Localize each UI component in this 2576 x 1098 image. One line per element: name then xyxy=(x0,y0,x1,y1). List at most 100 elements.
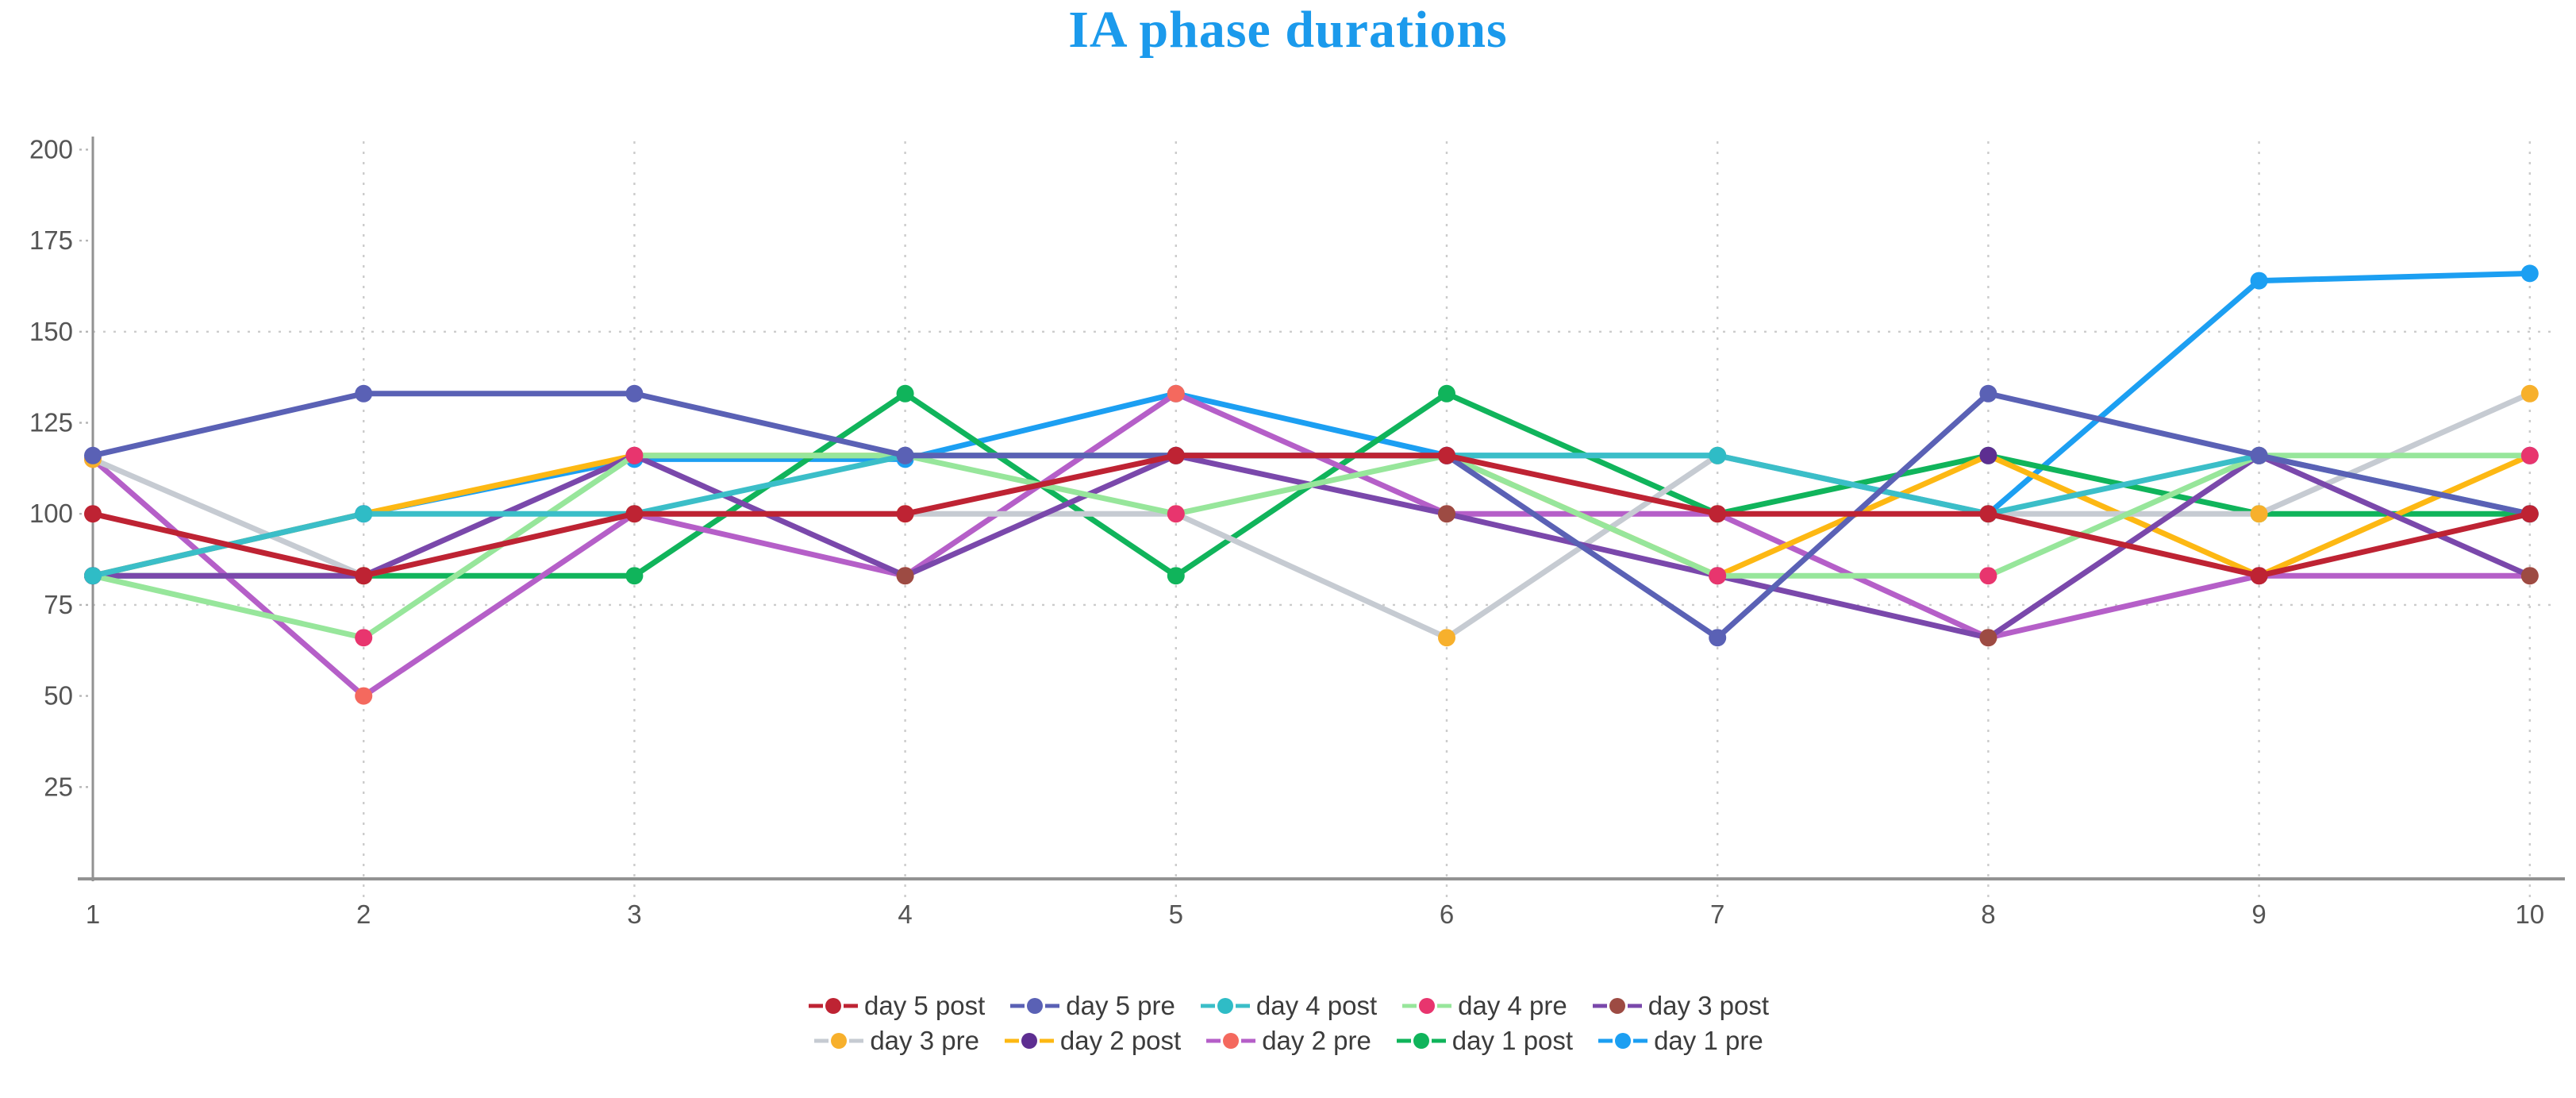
legend-label: day 3 pre xyxy=(870,1026,979,1055)
data-point-day-4-post xyxy=(84,567,102,585)
y-tick-label: 175 xyxy=(29,225,73,255)
data-point-day-5-pre xyxy=(355,384,373,403)
x-tick-label: 6 xyxy=(1440,900,1454,929)
data-point-day-3-post xyxy=(2520,567,2539,585)
legend-marker-icon xyxy=(808,998,858,1014)
y-tick-label: 200 xyxy=(29,134,73,164)
data-point-day-1-post xyxy=(1167,567,1185,585)
chart-title: IA phase durations xyxy=(1068,1,1508,59)
data-point-day-3-post xyxy=(1438,505,1455,523)
legend-label: day 5 pre xyxy=(1066,991,1175,1020)
legend-label: day 2 pre xyxy=(1262,1026,1371,1055)
legend-marker-icon xyxy=(1598,1033,1648,1049)
x-tick-label: 5 xyxy=(1169,900,1183,929)
legend-label: day 3 post xyxy=(1647,991,1770,1020)
data-point-day-5-pre xyxy=(2250,446,2268,464)
data-point-day-5-pre xyxy=(625,384,644,403)
data-point-day-4-pre xyxy=(1167,505,1185,523)
legend-label: day 4 post xyxy=(1255,991,1378,1020)
data-point-day-4-post xyxy=(1709,446,1727,464)
legend-label: day 1 post xyxy=(1451,1026,1574,1055)
legend-row: day 3 pre day 2 post day 2 pre day 1 post da… xyxy=(613,1026,1963,1056)
legend-marker-icon xyxy=(1004,1033,1054,1049)
data-point-day-4-pre xyxy=(355,629,373,647)
data-point-day-1-post xyxy=(896,384,914,403)
data-point-day-1-pre xyxy=(2250,272,2268,290)
data-point-day-4-pre xyxy=(1709,567,1727,585)
y-tick-label: 100 xyxy=(29,499,73,528)
data-point-day-3-pre xyxy=(2250,505,2268,523)
data-point-day-1-post xyxy=(625,567,644,585)
x-tick-label: 2 xyxy=(356,900,371,929)
y-tick-label: 25 xyxy=(44,772,73,801)
x-tick-label: 4 xyxy=(898,900,912,929)
data-point-day-5-pre xyxy=(1979,384,1997,403)
x-tick-label: 10 xyxy=(2515,900,2544,929)
legend-marker-icon xyxy=(1206,1033,1256,1049)
data-point-day-5-post xyxy=(625,505,644,523)
data-point-day-5-post xyxy=(355,567,373,585)
legend-marker-icon xyxy=(1200,998,1250,1014)
data-point-day-3-pre xyxy=(2520,384,2539,403)
data-point-day-3-post xyxy=(896,567,914,585)
data-point-day-1-post xyxy=(1438,384,1455,403)
x-tick-label: 7 xyxy=(1710,900,1724,929)
legend-item-day-5-pre[interactable]: day 5 pre xyxy=(999,991,1185,1021)
legend-marker-icon xyxy=(1402,998,1452,1014)
data-point-day-5-post xyxy=(84,505,102,523)
y-tick-label: 125 xyxy=(29,408,73,437)
series-line-day-4-pre xyxy=(90,453,2533,641)
legend-marker-icon xyxy=(1396,1033,1446,1049)
data-point-day-2-pre xyxy=(355,687,373,705)
series-line-day-5-post xyxy=(90,453,2533,579)
series-line-day-1-pre xyxy=(90,270,2533,579)
legend-label: day 1 pre xyxy=(1654,1026,1763,1055)
legend-item-day-2-post[interactable]: day 2 post xyxy=(994,1026,1190,1056)
x-tick-label: 1 xyxy=(86,900,100,929)
data-point-day-5-post xyxy=(2520,505,2539,523)
data-point-day-5-pre xyxy=(896,446,914,464)
legend-label: day 2 post xyxy=(1059,1026,1182,1055)
data-point-day-4-pre xyxy=(2520,446,2539,464)
data-point-day-5-post xyxy=(1167,446,1185,464)
data-point-day-3-post xyxy=(1979,629,1997,647)
legend-item-day-3-post[interactable]: day 3 post xyxy=(1582,991,1778,1021)
data-point-day-2-pre xyxy=(1167,384,1185,403)
data-point-day-5-post xyxy=(1979,505,1997,523)
x-tick-label: 9 xyxy=(2251,900,2266,929)
x-tick-label: 3 xyxy=(627,900,641,929)
data-point-day-4-post xyxy=(355,505,373,523)
series-line-day-2-pre xyxy=(90,391,2533,699)
y-tick-label: 150 xyxy=(29,317,73,346)
data-point-day-1-pre xyxy=(2520,264,2539,283)
y-tick-label: 75 xyxy=(44,590,73,619)
legend-item-day-1-post[interactable]: day 1 post xyxy=(1386,1026,1582,1056)
data-point-day-2-post xyxy=(1979,446,1997,464)
data-point-day-5-pre xyxy=(1709,629,1727,647)
legend-marker-icon xyxy=(1010,998,1060,1014)
legend-item-day-4-post[interactable]: day 4 post xyxy=(1190,991,1386,1021)
chart-legend: day 5 post day 5 pre day 4 post day 4 pre da… xyxy=(613,991,1963,1061)
legend-item-day-1-pre[interactable]: day 1 pre xyxy=(1587,1026,1773,1056)
data-point-day-5-post xyxy=(2250,567,2268,585)
data-point-day-5-post xyxy=(1709,505,1727,523)
data-point-day-5-post xyxy=(1438,446,1455,464)
legend-marker-icon xyxy=(814,1033,864,1049)
x-tick-label: 8 xyxy=(1981,900,1995,929)
legend-marker-icon xyxy=(1592,998,1642,1014)
data-point-day-4-pre xyxy=(1979,567,1997,585)
data-point-day-5-pre xyxy=(84,446,102,464)
data-point-day-5-post xyxy=(896,505,914,523)
y-tick-label: 50 xyxy=(44,681,73,711)
legend-item-day-5-post[interactable]: day 5 post xyxy=(798,991,994,1021)
legend-row: day 5 post day 5 pre day 4 post day 4 pre da… xyxy=(613,991,1963,1021)
legend-item-day-4-pre[interactable]: day 4 pre xyxy=(1391,991,1577,1021)
data-point-day-4-pre xyxy=(625,446,644,464)
legend-item-day-2-pre[interactable]: day 2 pre xyxy=(1195,1026,1381,1056)
legend-item-day-3-pre[interactable]: day 3 pre xyxy=(803,1026,989,1056)
legend-label: day 5 post xyxy=(863,991,986,1020)
data-point-day-3-pre xyxy=(1438,629,1455,647)
legend-label: day 4 pre xyxy=(1458,991,1567,1020)
